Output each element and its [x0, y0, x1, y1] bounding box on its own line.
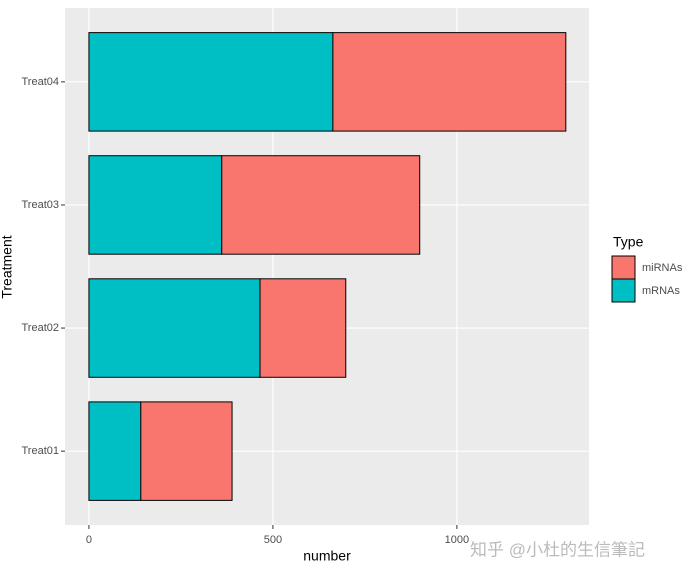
legend-swatch: [611, 278, 636, 303]
y-axis-label: Treatment: [0, 235, 15, 298]
bars: [88, 32, 567, 501]
legend-swatch: [611, 255, 636, 280]
bar-segment: [88, 278, 261, 378]
bar-segment: [332, 32, 567, 132]
x-tick-label: 0: [86, 534, 92, 546]
y-tick-label: Treat04: [21, 76, 59, 88]
watermark: 知乎 @小杜的生信筆記: [470, 540, 645, 559]
legend-label: mRNAs: [642, 285, 680, 297]
legend-label: miRNAs: [642, 262, 683, 274]
legend-title: Type: [613, 234, 644, 250]
bar-segment: [88, 155, 223, 255]
bar-segment: [259, 278, 347, 378]
y-tick-label: Treat01: [21, 445, 59, 457]
bar-segment: [88, 32, 334, 132]
bar-segment: [88, 401, 142, 501]
x-tick-label: 500: [264, 534, 282, 546]
y-tick-label: Treat02: [21, 322, 59, 334]
x-tick-label: 1000: [445, 534, 469, 546]
bar-segment: [140, 401, 233, 501]
bar-segment: [221, 155, 421, 255]
x-axis-label: number: [303, 548, 351, 564]
y-tick-label: Treat03: [21, 199, 59, 211]
